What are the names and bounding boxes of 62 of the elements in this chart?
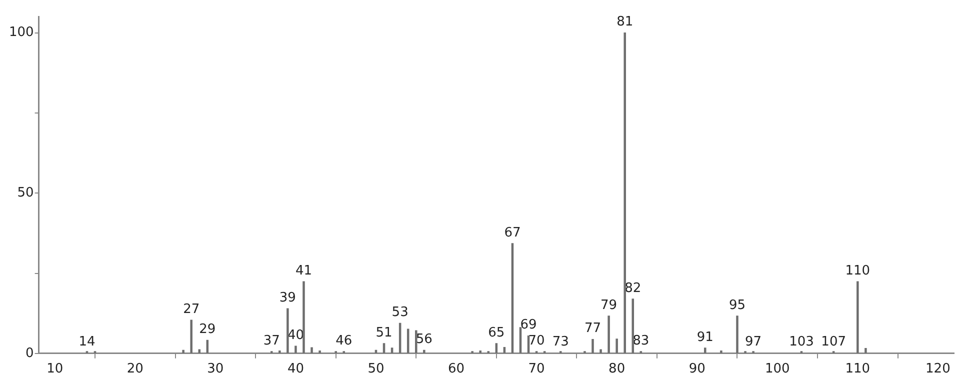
bar — [294, 346, 297, 354]
annotation: 65 — [488, 325, 505, 340]
bar — [856, 281, 859, 354]
annotation: 103 — [789, 334, 814, 350]
annotation: 56 — [416, 332, 432, 348]
y-tick-label: 0 — [26, 346, 34, 361]
annotation: 41 — [295, 263, 312, 278]
annotation: 39 — [279, 290, 296, 306]
annotation: 81 — [616, 14, 634, 30]
x-tick-label: 90 — [688, 362, 706, 377]
annotation: 53 — [392, 305, 408, 320]
bar — [608, 316, 610, 354]
bar — [198, 349, 200, 354]
bar — [600, 349, 602, 354]
bar — [479, 350, 482, 354]
x-tick-label: 110 — [845, 362, 870, 377]
bar — [182, 350, 184, 354]
bar — [318, 350, 321, 354]
y-tick-label: 100 — [8, 25, 34, 40]
bar — [278, 350, 281, 354]
annotation: 51 — [376, 325, 392, 340]
annotation: 67 — [504, 225, 521, 240]
bar — [190, 320, 192, 354]
x-tick-label: 120 — [926, 362, 950, 377]
bar — [864, 348, 867, 354]
annotation: 110 — [845, 263, 870, 278]
x-tick-label: 40 — [287, 362, 304, 377]
x-tick-label: 50 — [368, 362, 384, 377]
x-tick-label: 70 — [528, 362, 545, 377]
bar — [414, 330, 418, 354]
x-tick-label: 20 — [126, 362, 144, 377]
annotation: 83 — [632, 334, 650, 349]
bar — [624, 32, 626, 354]
x-tick-label: 10 — [46, 362, 64, 377]
annotation: 29 — [199, 322, 216, 338]
annotation: 95 — [728, 298, 746, 313]
bar — [736, 316, 738, 354]
annotation: 91 — [696, 330, 714, 345]
bar — [720, 350, 722, 354]
bar — [592, 338, 594, 354]
annotation: 97 — [745, 334, 762, 350]
annotation: 46 — [336, 334, 352, 349]
y-tick-label: 50 — [17, 185, 34, 200]
bar — [423, 350, 426, 354]
annotation: 37 — [263, 334, 280, 349]
bar — [302, 281, 305, 354]
x-tick-label: 30 — [207, 362, 224, 377]
annotation: 40 — [287, 328, 304, 343]
annotation: 14 — [78, 334, 96, 350]
annotation: 69 — [520, 318, 537, 333]
bar — [286, 308, 289, 354]
bar — [704, 348, 706, 354]
annotation: 77 — [584, 321, 602, 336]
annotation: 73 — [552, 334, 569, 350]
bar — [616, 338, 618, 354]
annotation: 27 — [183, 302, 200, 317]
x-tick-label: 60 — [448, 362, 465, 377]
annotation: 79 — [600, 298, 618, 313]
bar — [310, 347, 313, 354]
annotation: 107 — [821, 334, 846, 350]
x-tick-label: 100 — [764, 362, 790, 377]
x-tick-label: 80 — [608, 362, 626, 377]
